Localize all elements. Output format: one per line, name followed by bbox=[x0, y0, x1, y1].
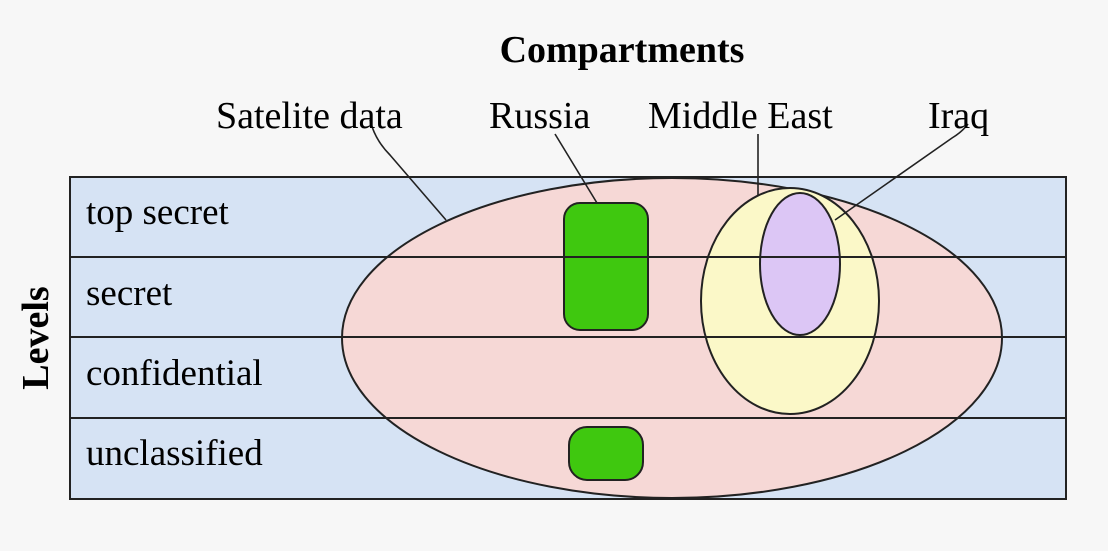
levels-panel-outline bbox=[69, 176, 1067, 500]
compartment-label-iraq: Iraq bbox=[928, 95, 989, 137]
russia-region-upper bbox=[563, 202, 649, 331]
compartment-label-middle-east: Middle East bbox=[648, 95, 833, 137]
level-label-confidential: confidential bbox=[86, 353, 263, 394]
russia-region-lower bbox=[568, 426, 644, 481]
satellite-data-leader-line bbox=[369, 119, 447, 221]
level-label-top-secret: top secret bbox=[86, 192, 230, 233]
compartment-label-russia: Russia bbox=[489, 95, 590, 137]
level-label-unclassified: unclassified bbox=[86, 433, 263, 474]
iraq-leader-line bbox=[834, 123, 969, 221]
russia-leader-line bbox=[554, 133, 598, 204]
iraq-region bbox=[759, 192, 841, 336]
level-label-secret: secret bbox=[86, 273, 173, 314]
diagram-title: Compartments bbox=[500, 29, 745, 71]
levels-axis-label: Levels bbox=[15, 286, 57, 389]
compartment-label-satellite-data: Satelite data bbox=[216, 95, 403, 137]
